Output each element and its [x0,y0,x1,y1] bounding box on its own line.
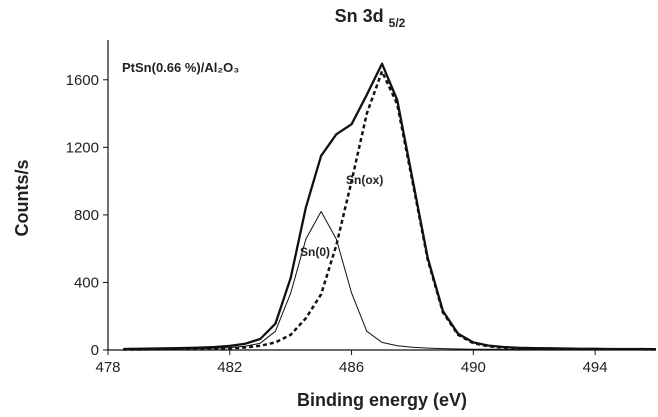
annotation: PtSn(0.66 %)/Al₂O₃ [122,60,239,75]
y-tick-label: 0 [91,342,99,359]
x-tick-label: 478 [95,359,120,376]
title-text: Sn 3d [335,6,384,26]
chart-title: Sn 3d 5/2 [335,6,406,30]
y-tick-label: 400 [74,274,99,291]
y-tick-label: 1200 [66,139,99,156]
x-tick-label: 486 [339,359,364,376]
title-subscript: 5/2 [389,16,406,30]
x-tick-label: 482 [217,359,242,376]
y-tick-label: 800 [74,207,99,224]
series-line [123,70,657,351]
series-line [123,211,656,351]
x-tick-label: 490 [461,359,486,376]
x-tick-label: 494 [583,359,608,376]
y-axis-label: Counts/s [12,159,32,236]
series-line [123,62,657,351]
series-label: Sn(ox) [346,173,383,187]
series-label: Sn(0) [300,245,330,259]
x-axis-label: Binding energy (eV) [297,390,467,410]
y-tick-label: 1600 [66,72,99,89]
